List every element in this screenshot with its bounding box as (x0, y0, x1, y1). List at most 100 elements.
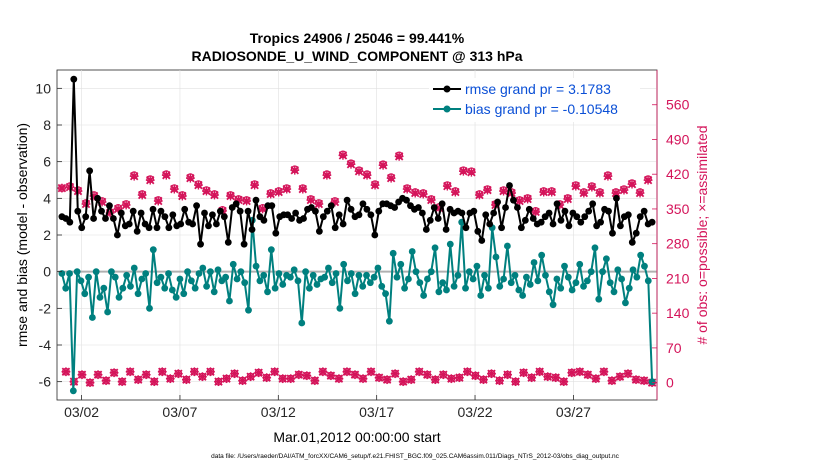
obs-assimilated-marker (246, 372, 256, 382)
bias-marker (306, 284, 313, 292)
legend-bias-marker (443, 105, 451, 113)
rmse-marker (74, 207, 82, 215)
obs-assimilated-marker (418, 189, 428, 199)
obs-assimilated-marker (595, 188, 605, 198)
y-tick-label: 10 (35, 80, 51, 96)
bias-marker (378, 282, 386, 290)
obs-assimilated-marker (117, 377, 127, 387)
obs-assimilated-marker (153, 196, 163, 206)
bias-marker (267, 246, 275, 254)
rmse-marker (181, 205, 189, 213)
rmse-marker (86, 167, 94, 175)
bias-marker (344, 277, 351, 285)
rmse-marker (442, 226, 450, 233)
bias-marker (256, 277, 264, 285)
obs-assimilated-marker (338, 150, 348, 160)
rmse-marker (300, 215, 307, 222)
rmse-marker (335, 211, 343, 219)
bias-marker (260, 271, 268, 279)
bias-marker (275, 270, 283, 277)
rmse-marker (339, 220, 347, 228)
rmse-marker (414, 204, 422, 211)
bias-marker (393, 273, 401, 281)
obs-assimilated-marker (214, 377, 223, 387)
x-tick-label: 03/07 (162, 404, 197, 420)
bias-marker (298, 319, 306, 327)
obs-assimilated-marker (161, 170, 171, 180)
rmse-marker (137, 209, 145, 217)
rmse-marker (149, 205, 157, 213)
bias-marker (138, 275, 146, 283)
obs-assimilated-marker (527, 373, 537, 383)
rmse-marker (557, 216, 565, 224)
chart-subtitle: RADIOSONDE_U_WIND_COMPONENT @ 313 hPa (191, 48, 522, 64)
obs-assimilated-marker (615, 372, 625, 382)
rmse-marker (359, 200, 367, 208)
obs-assimilated-marker (394, 151, 404, 161)
bias-marker (469, 275, 477, 283)
bias-marker (633, 273, 641, 281)
obs-assimilated-marker (639, 376, 649, 386)
obs-assimilated-marker (77, 370, 87, 380)
obs-assimilated-marker (579, 188, 589, 198)
bias-marker (439, 279, 447, 287)
obs-assimilated-marker (346, 159, 356, 169)
bias-marker (492, 253, 500, 261)
rmse-marker (117, 209, 125, 217)
rmse-marker (363, 205, 371, 213)
obs-count-series (57, 150, 657, 388)
rmse-marker (581, 213, 589, 221)
bias-marker (519, 292, 527, 299)
rmse-marker (537, 218, 545, 226)
obs-assimilated-marker (382, 375, 392, 385)
obs-assimilated-marker (575, 367, 585, 377)
bias-marker (66, 270, 73, 277)
bias-marker (408, 248, 416, 255)
grid-lines (57, 70, 657, 400)
obs-assimilated-marker (422, 370, 432, 380)
obs-assimilated-marker (523, 194, 533, 204)
obs-assimilated-marker (463, 367, 472, 377)
rmse-marker (494, 198, 502, 206)
obs-assimilated-marker (61, 367, 71, 377)
rmse-marker (529, 215, 537, 222)
bias-marker (420, 292, 428, 299)
rmse-marker (525, 205, 533, 213)
bias-marker (115, 293, 123, 301)
rmse-marker (153, 224, 161, 232)
obs-assimilated-marker (181, 375, 191, 385)
bias-marker (366, 279, 374, 287)
obs-assimilated-marker (370, 180, 380, 190)
bias-marker (511, 271, 519, 279)
obs-assimilated-marker (627, 179, 637, 189)
chart-title: Tropics 24906 / 25046 = 99.441% (250, 30, 465, 46)
obs-assimilated-marker (406, 375, 416, 385)
obs-assimilated-marker (454, 373, 464, 383)
x-tick-label: 03/02 (64, 404, 99, 420)
bias-marker (450, 282, 458, 290)
obs-assimilated-marker (366, 367, 376, 377)
bias-marker (370, 273, 378, 281)
obs-assimilated-marker (430, 375, 440, 385)
bias-marker (374, 264, 382, 272)
obs-assimilated-marker (129, 171, 139, 181)
obs-assimilated-marker (322, 170, 332, 180)
bias-marker (614, 266, 622, 274)
bias-marker (599, 268, 606, 276)
obs-assimilated-marker (483, 185, 492, 195)
bias-marker (328, 279, 336, 287)
legend-rmse-marker (443, 85, 451, 93)
bias-marker (62, 284, 70, 292)
legend-box (429, 78, 640, 122)
x-tick-label: 03/12 (261, 404, 296, 420)
bias-marker (405, 275, 412, 283)
obs-assimilated-marker (149, 377, 159, 387)
obs-assimilated-marker (306, 195, 316, 205)
bias-marker (321, 273, 329, 281)
obs-assimilated-marker (374, 373, 384, 383)
obs-assimilated-marker (499, 186, 508, 196)
bias-marker (165, 270, 172, 277)
obs-assimilated-marker (390, 369, 400, 379)
